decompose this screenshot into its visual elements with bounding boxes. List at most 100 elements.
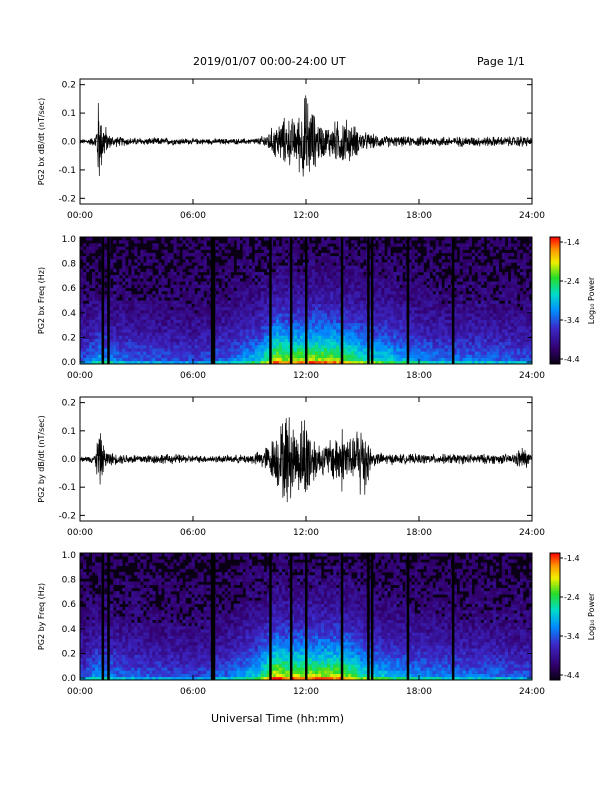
spectrogram-cell [477,275,482,279]
spectrogram-cell [122,290,126,295]
spectrogram-cell [402,268,406,273]
spectrogram-cell [224,351,228,355]
spectrogram-cell [441,297,445,301]
spectrogram-cell [390,284,394,289]
spectrogram-cell [372,351,376,355]
spectrogram-cell [345,348,349,352]
spectrogram-cell [170,322,174,327]
spectrogram-cell [260,287,265,292]
spectrogram-cell [206,322,210,327]
spectrogram-cell [260,322,265,327]
spectrogram-cell [414,281,418,285]
spectrogram-cell [306,306,310,311]
spectrogram-cell [432,310,436,314]
spectrogram-cell [149,297,153,301]
spectrogram-cell [354,338,358,343]
spectrogram-cell [128,348,132,352]
spectrogram-cell [254,310,259,314]
spectrogram-cell [309,306,313,311]
spectrogram-cell [251,287,256,292]
spectrogram-cell [456,313,460,317]
spectrogram-cell [411,256,415,260]
spectrogram-cell [272,325,277,330]
spectrogram-cell [191,322,195,327]
spectrogram-cell [495,259,500,263]
spectrogram-cell [429,278,433,282]
spectrogram-cell [402,290,406,295]
spectrogram-cell [504,303,509,308]
spectrogram-cell [281,284,286,289]
spectrogram-cell [501,290,506,295]
spectrogram-cell [140,335,144,339]
spectrogram-cell [221,348,225,352]
spectrogram-cell [188,278,192,282]
spectrogram-cell [468,313,473,317]
spectrogram-cell [336,249,340,254]
spectrogram-cell [309,329,313,333]
spectrogram-cell [360,351,364,355]
spectrogram-cell [128,329,132,333]
spectrogram-cell [143,287,147,292]
spectrogram-cell [354,281,358,285]
spectrogram-cell [327,278,331,282]
spectrogram-cell [342,329,346,333]
spectrogram-cell [122,240,126,244]
spectrogram-cell [266,341,271,346]
spectrogram-cell [480,290,485,295]
spectrogram-cell [432,332,436,336]
spectrogram-cell [435,348,439,352]
spectrogram-cell [507,284,512,289]
spectrogram-cell [444,265,448,270]
spectrogram-cell [104,325,108,330]
spectrogram-cell [336,303,340,308]
spectrogram-cell [302,306,307,311]
spectrogram-cell [390,256,394,260]
spectrogram-cell [206,341,210,346]
spectrogram-cell [330,240,334,244]
spectrogram-cell [113,303,117,308]
spectrogram-cell [447,240,451,244]
spectrogram-cell [155,338,159,343]
spectrogram-cell [513,243,518,247]
spectrogram-cell [318,297,322,301]
spectrogram-cell [324,354,328,358]
spectrogram-cell [501,344,506,349]
spectrogram-cell [293,329,298,333]
spectrogram-cell [381,237,385,241]
spectrogram-cell [513,360,518,365]
x-tick-label: 24:00 [519,211,545,221]
spectrogram-cell [432,344,436,349]
spectrogram-cell [312,303,316,308]
spectrogram-cell [86,325,90,330]
spectrogram-cell [140,322,144,327]
spectrogram-cell [507,360,512,365]
spectrogram-cell [420,348,424,352]
figure-title: 2019/01/07 00:00-24:00 UT [193,55,346,68]
spectrogram-cell [122,313,126,317]
spectrogram-cell [206,360,210,365]
spectrogram-cell [158,341,162,346]
spectrogram-cell [417,290,421,295]
spectrogram-cell [441,322,445,327]
spectrogram-cell [345,332,349,336]
spectrogram-cell [182,316,186,320]
spectrogram-cell [278,329,283,333]
spectrogram-cell [510,252,515,257]
spectrogram-cell [477,338,482,343]
spectrogram-cell [239,332,244,336]
spectrogram-cell [363,297,367,301]
panel-1-axes: 0.20.10.0-0.1-0.200:00 06:00 12:00 18:00 24:… [37,79,545,221]
spectrogram-cell [393,325,397,330]
spectrogram-cell [245,354,250,358]
spectrogram-cell [345,325,349,330]
spectrogram-cell [302,319,307,324]
spectrogram-cell [492,300,497,304]
spectrogram-cell [299,240,304,244]
spectrogram-cell [149,271,153,276]
spectrogram-cell [318,351,322,355]
spectrogram-cell [486,344,491,349]
spectrogram-cell [119,246,123,250]
spectrogram-cell [152,310,156,314]
y-tick-label: -0.1 [58,166,76,176]
spectrogram-cell [233,354,237,358]
